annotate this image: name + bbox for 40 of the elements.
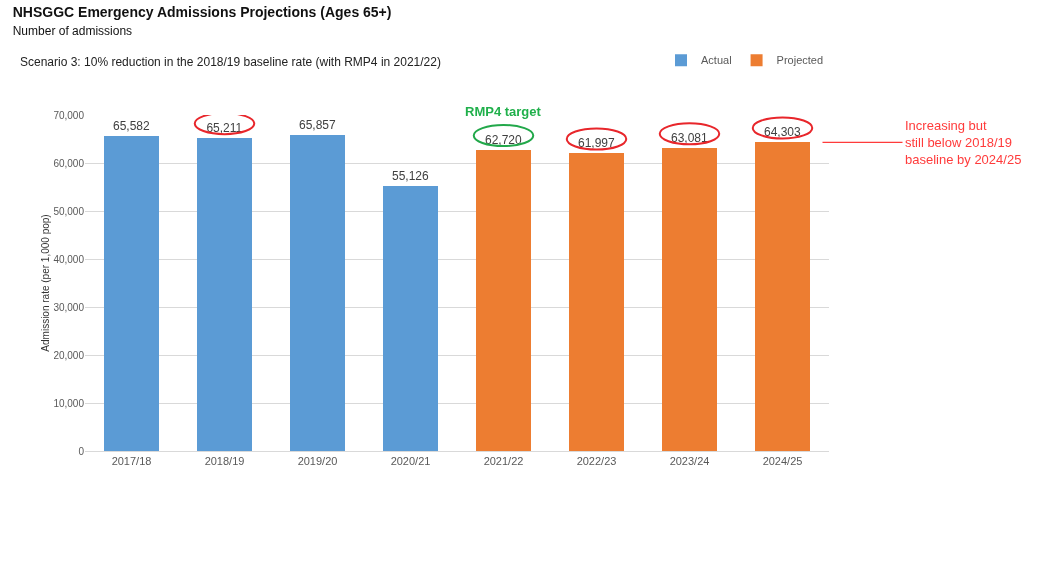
y-axis-title: Admission rate (per 1,000 pop) [40, 214, 52, 352]
data-label: 65,211 [206, 120, 243, 135]
x-tick-label: 2023/24 [669, 455, 710, 468]
data-label: 64,303 [763, 125, 802, 140]
y-tick-label: 50,000 [53, 205, 85, 217]
legend-label: Projected [776, 54, 824, 67]
bar [103, 136, 160, 451]
data-label: 62,720 [484, 132, 523, 147]
x-tick-label: 2018/19 [204, 455, 245, 468]
bar [568, 153, 625, 451]
bar [289, 134, 346, 451]
data-label: 65,582 [112, 119, 151, 134]
y-tick-label: 60,000 [53, 157, 85, 169]
bar [754, 142, 811, 451]
x-tick-label: 2017/18 [111, 455, 152, 468]
y-tick-label: 0 [78, 445, 85, 457]
annotation: RMP4 target [465, 104, 542, 119]
data-label: 63,081 [670, 131, 709, 146]
y-tick-label: 30,000 [53, 301, 85, 313]
data-label: 55,126 [391, 169, 430, 184]
bar [475, 149, 532, 451]
data-label: 61,997 [577, 136, 616, 151]
x-tick-label: 2021/22 [483, 455, 524, 468]
x-tick-label: 2024/25 [762, 455, 803, 468]
x-tick-label: 2019/20 [297, 455, 338, 468]
y-tick-label: 10,000 [53, 397, 85, 409]
chart-subtitle: Number of admissions [12, 24, 133, 39]
legend-label: Actual [701, 54, 732, 67]
annotation: Increasing but still below 2018/19 baseline by 2024/25 [905, 118, 1022, 167]
x-tick-label: 2022/23 [576, 455, 617, 468]
y-tick-label: 20,000 [53, 349, 85, 361]
bar [661, 148, 718, 451]
y-tick-label: 70,000 [53, 109, 85, 121]
x-tick-label: 2020/21 [390, 455, 431, 468]
y-tick-label: 40,000 [53, 253, 85, 265]
chart-title: NHSGGC Emergency Admissions Projections (Ages 65+) [12, 3, 392, 20]
bar [382, 186, 439, 451]
data-label: 65,857 [298, 117, 337, 132]
text: Scenario 3: 10% reduction in the 2018/19 baseline rate (with RMP4 in 2021/22) [20, 55, 441, 69]
bar [196, 137, 253, 451]
